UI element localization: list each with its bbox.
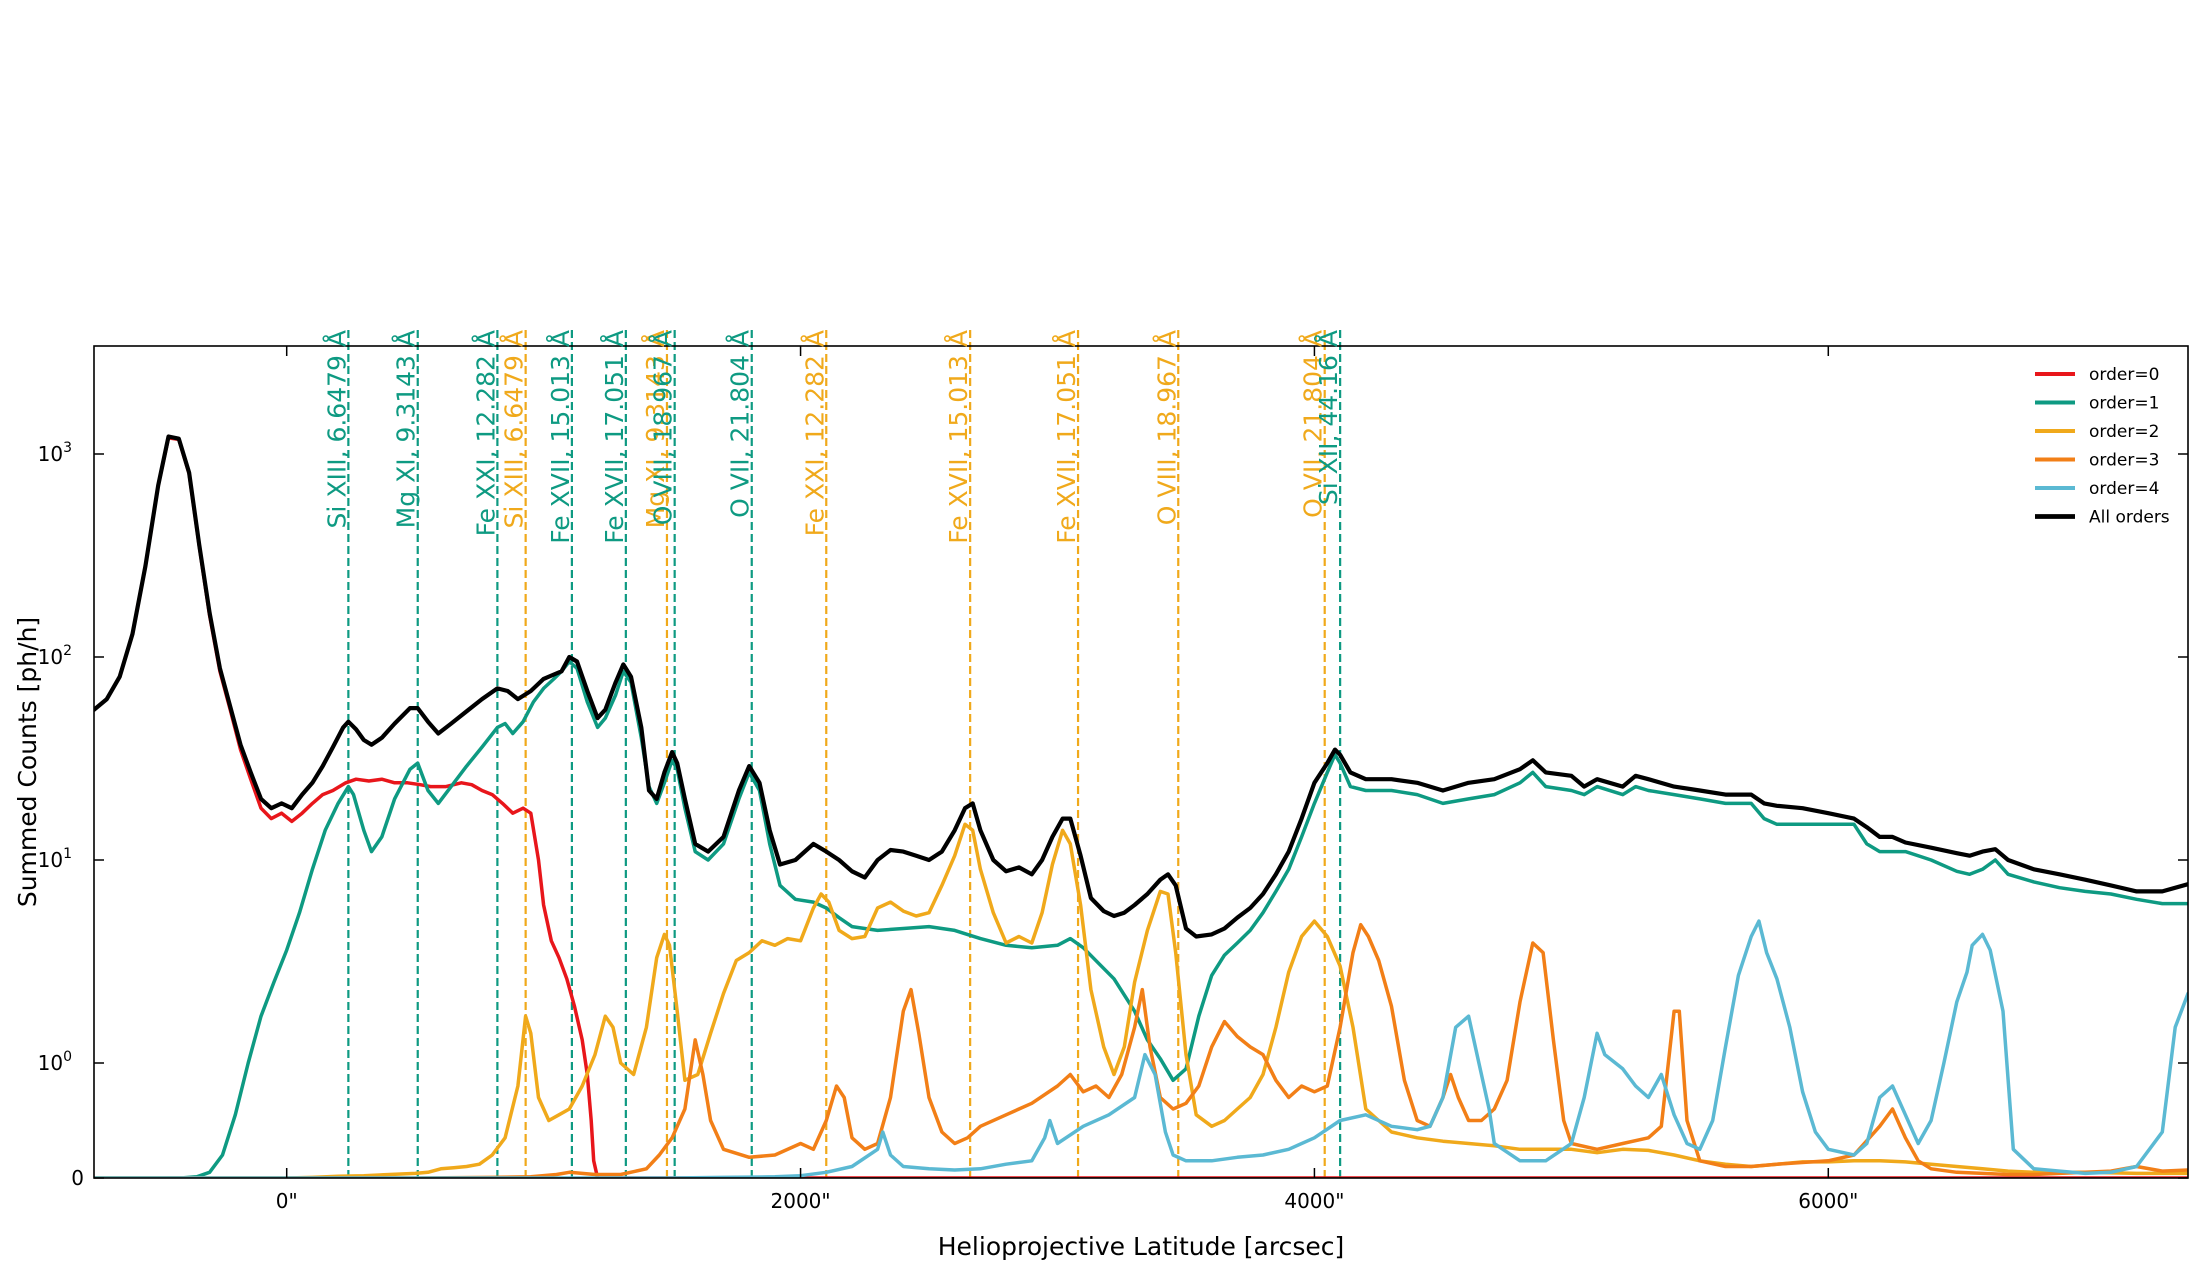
legend-label: order=1 xyxy=(2089,394,2159,414)
series-line-all-orders xyxy=(94,434,2188,939)
y-tick-base: 10 xyxy=(38,1051,63,1075)
annotation-label: Fe XVII, 17.051 Å xyxy=(1052,330,1081,544)
annotation-label: Si XII, 44.16 Å xyxy=(1314,330,1343,505)
x-tick-label: 2000" xyxy=(771,1189,831,1213)
annotation-label: Fe XXI, 12.282 Å xyxy=(471,330,500,536)
y-tick-base: 10 xyxy=(38,848,63,872)
series-line-order-3 xyxy=(94,922,2188,1178)
x-axis: 0" 2000" 4000" 6000" xyxy=(276,346,1858,1213)
annotation-labels: Si XIII, 6.6479 Å Mg XI, 9.3143 Å Fe XXI, … xyxy=(322,330,1343,544)
annotation-label: Mg XI, 9.3143 Å xyxy=(392,330,421,528)
x-tick-label: 4000" xyxy=(1284,1189,1344,1213)
x-axis-title: Helioprojective Latitude [arcsec] xyxy=(938,1232,1345,1261)
annotation-label: Si XIII, 6.6479 Å xyxy=(500,330,529,528)
series-lines xyxy=(94,434,2188,1178)
annotation-label: Fe XXI, 12.282 Å xyxy=(800,330,829,536)
y-tick-base: 10 xyxy=(38,442,63,466)
y-tick-exponent: 2 xyxy=(63,643,72,659)
y-tick-label: 102 xyxy=(38,643,72,669)
plot-frame xyxy=(93,345,2189,1179)
y-tick-label: 100 xyxy=(38,1049,72,1075)
annotation-label: O VII, 21.804 Å xyxy=(726,330,755,518)
y-tick-label: 103 xyxy=(38,440,72,466)
series-line-order-1 xyxy=(94,659,2188,1178)
annotation-label: Mg XI, 9.3143 Å xyxy=(641,330,670,528)
annotation-label: O VIII, 18.967 Å xyxy=(1152,330,1181,525)
annotation-label: O VII, 21.804 Å xyxy=(1299,330,1328,518)
legend-label: order=4 xyxy=(2089,479,2159,499)
series-line-order-2 xyxy=(94,822,2188,1178)
legend-label: order=0 xyxy=(2089,365,2159,385)
annotation-label: O VIII, 18.967 Å xyxy=(649,330,678,525)
series-line-order-4 xyxy=(94,919,2188,1178)
y-tick-label: 0 xyxy=(71,1166,84,1190)
legend-label: order=2 xyxy=(2089,422,2159,442)
y-axis-title: Summed Counts [ph/h] xyxy=(13,617,42,907)
y-tick-exponent: 0 xyxy=(63,1049,72,1065)
annotation-label: Fe XVII, 15.013 Å xyxy=(546,330,575,544)
annotation-label: Si XIII, 6.6479 Å xyxy=(322,330,351,528)
legend: order=0 order=1 order=2 order=3 order=4 All o… xyxy=(2035,365,2170,528)
x-tick-label: 0" xyxy=(276,1189,298,1213)
y-tick-label: 101 xyxy=(38,846,72,872)
annotation-label: Fe XVII, 17.051 Å xyxy=(600,330,629,544)
y-tick-base: 10 xyxy=(38,645,63,669)
y-tick-exponent: 1 xyxy=(63,846,72,862)
legend-label: order=3 xyxy=(2089,451,2159,471)
x-tick-label: 6000" xyxy=(1798,1189,1858,1213)
y-tick-exponent: 3 xyxy=(63,440,72,456)
legend-label: All orders xyxy=(2089,508,2170,528)
annotation-label: Fe XVII, 15.013 Å xyxy=(944,330,973,544)
